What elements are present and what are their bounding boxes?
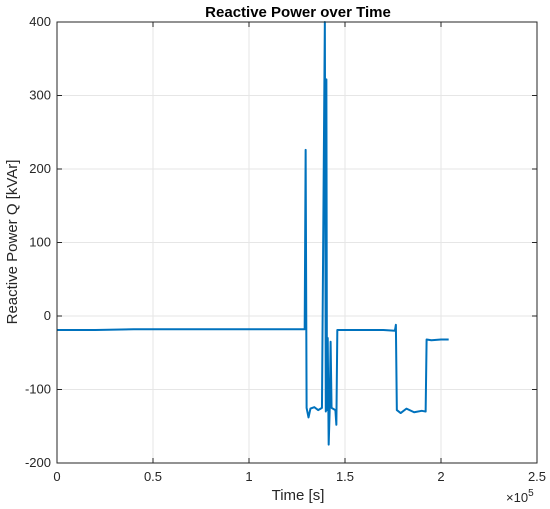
x-tick-label: 2.5 <box>528 469 546 484</box>
y-tick-label: 300 <box>29 88 51 103</box>
x-tick-label: 2 <box>437 469 444 484</box>
x-axis-label: Time [s] <box>272 487 325 504</box>
y-axis-label: Reactive Power Q [kVAr] <box>4 160 21 325</box>
x-tick-label: 1 <box>245 469 252 484</box>
y-tick-label: 100 <box>29 235 51 250</box>
series-line <box>57 21 449 446</box>
y-tick-label: 0 <box>44 308 51 323</box>
chart-title: Reactive Power over Time <box>205 4 391 21</box>
y-tick-label: 200 <box>29 161 51 176</box>
x-exponent-label: ×105 <box>506 488 534 505</box>
y-tick-label: -100 <box>25 382 51 397</box>
plot-area: 0 0.5 1 1.5 2 2.5 -200 -100 0 100 200 300 400 <box>25 14 546 484</box>
x-tick-label: 0 <box>53 469 60 484</box>
y-tick-label: -200 <box>25 455 51 470</box>
y-tick-label: 400 <box>29 14 51 29</box>
x-tick-label: 0.5 <box>144 469 162 484</box>
x-tick-label: 1.5 <box>336 469 354 484</box>
